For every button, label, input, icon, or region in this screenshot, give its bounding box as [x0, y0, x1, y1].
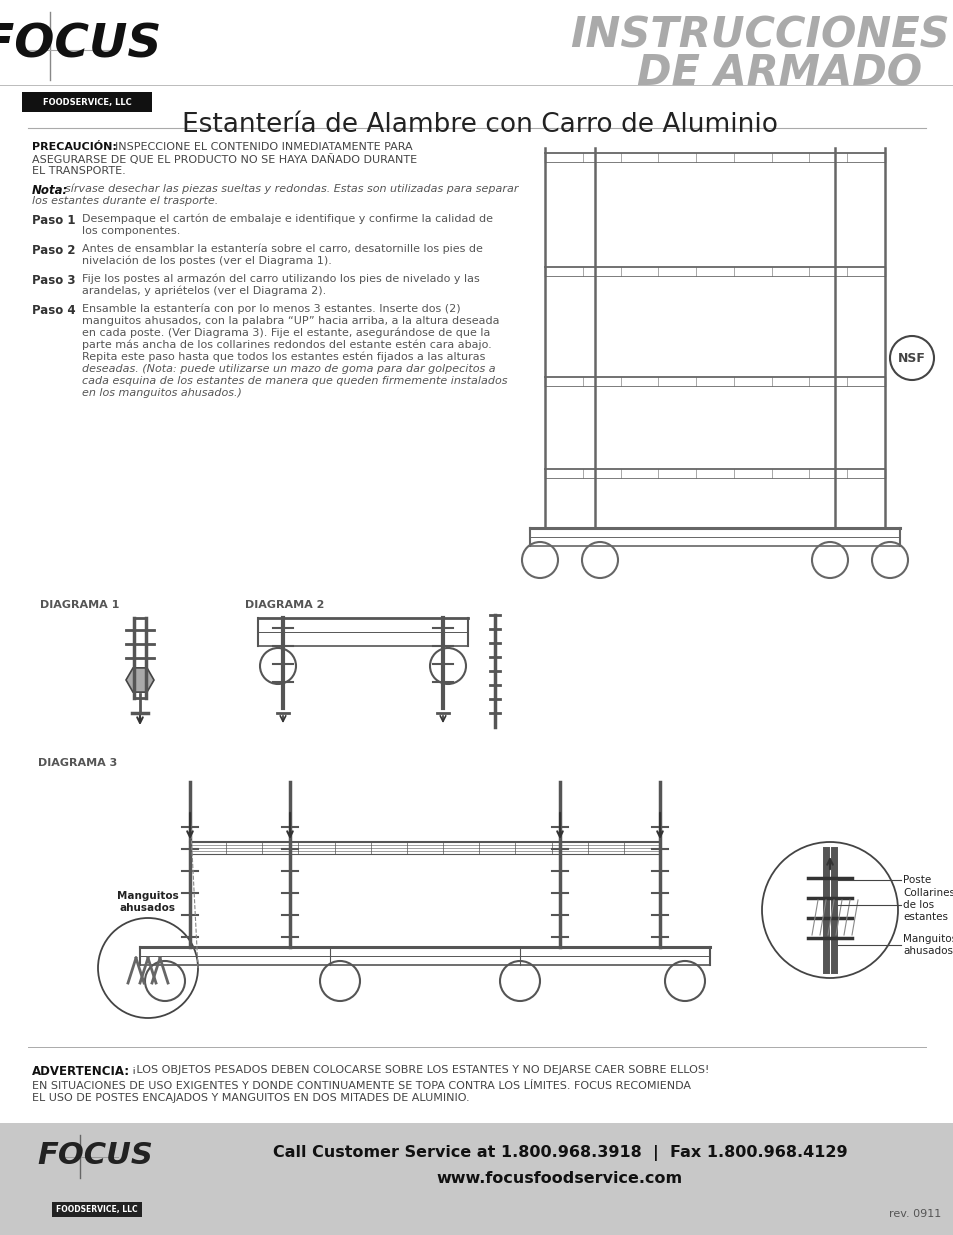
Text: cada esquina de los estantes de manera que queden firmemente instalados: cada esquina de los estantes de manera q…	[82, 375, 507, 387]
Text: Fije los postes al armazón del carro utilizando los pies de nivelado y las: Fije los postes al armazón del carro uti…	[82, 274, 479, 284]
Text: DIAGRAMA 1: DIAGRAMA 1	[40, 600, 119, 610]
Text: Call Customer Service at 1.800.968.3918  |  Fax 1.800.968.4129: Call Customer Service at 1.800.968.3918 …	[273, 1145, 846, 1161]
Text: arandelas, y apriételos (ver el Diagrama 2).: arandelas, y apriételos (ver el Diagrama…	[82, 287, 326, 296]
Text: ¡LOS OBJETOS PESADOS DEBEN COLOCARSE SOBRE LOS ESTANTES Y NO DEJARSE CAER SOBRE : ¡LOS OBJETOS PESADOS DEBEN COLOCARSE SOB…	[132, 1065, 709, 1074]
Text: Manguitos
ahusados: Manguitos ahusados	[117, 892, 178, 913]
Text: DIAGRAMA 2: DIAGRAMA 2	[245, 600, 324, 610]
Text: los componentes.: los componentes.	[82, 226, 180, 236]
Text: en cada poste. (Ver Diagrama 3). Fije el estante, asegurándose de que la: en cada poste. (Ver Diagrama 3). Fije el…	[82, 329, 490, 338]
Text: INSPECCIONE EL CONTENIDO INMEDIATAMENTE PARA: INSPECCIONE EL CONTENIDO INMEDIATAMENTE …	[115, 142, 413, 152]
Text: Paso 4: Paso 4	[32, 304, 75, 317]
Text: rev. 0911: rev. 0911	[888, 1209, 941, 1219]
Text: Desempaque el cartón de embalaje e identifique y confirme la calidad de: Desempaque el cartón de embalaje e ident…	[82, 214, 493, 225]
Text: FOODSERVICE, LLC: FOODSERVICE, LLC	[43, 98, 132, 106]
Text: manguitos ahusados, con la palabra “UP” hacia arriba, a la altura deseada: manguitos ahusados, con la palabra “UP” …	[82, 316, 499, 326]
Text: EL TRANSPORTE.: EL TRANSPORTE.	[32, 165, 126, 177]
Text: Paso 2: Paso 2	[32, 245, 75, 257]
Text: EL USO DE POSTES ENCAJADOS Y MANGUITOS EN DOS MITADES DE ALUMINIO.: EL USO DE POSTES ENCAJADOS Y MANGUITOS E…	[32, 1093, 469, 1103]
Text: Antes de ensamblar la estantería sobre el carro, desatornille los pies de: Antes de ensamblar la estantería sobre e…	[82, 245, 482, 254]
Text: Estantería de Alambre con Carro de Aluminio: Estantería de Alambre con Carro de Alumi…	[182, 112, 778, 138]
Text: Paso 3: Paso 3	[32, 274, 75, 287]
Text: Ensamble la estantería con por lo menos 3 estantes. Inserte dos (2): Ensamble la estantería con por lo menos …	[82, 304, 460, 315]
Text: FOCUS: FOCUS	[37, 1141, 152, 1170]
Text: los estantes durante el trasporte.: los estantes durante el trasporte.	[32, 196, 218, 206]
Text: PRECAUCIÓN:: PRECAUCIÓN:	[32, 142, 117, 152]
Text: DE ARMADO: DE ARMADO	[637, 52, 922, 94]
Text: www.focusfoodservice.com: www.focusfoodservice.com	[436, 1171, 682, 1186]
Text: ADVERTENCIA:: ADVERTENCIA:	[32, 1065, 130, 1078]
Bar	[52, 1202, 142, 1216]
Bar	[0, 1123, 953, 1235]
Text: FOCUS: FOCUS	[0, 22, 161, 67]
Text: Manguitos
ahusados: Manguitos ahusados	[902, 934, 953, 956]
Text: DIAGRAMA 3: DIAGRAMA 3	[38, 758, 117, 768]
Text: FOODSERVICE, LLC: FOODSERVICE, LLC	[56, 1205, 137, 1214]
Text: en los manguitos ahusados.): en los manguitos ahusados.)	[82, 388, 242, 398]
Text: Collarines
de los
estantes: Collarines de los estantes	[902, 888, 953, 921]
Text: INSTRUCCIONES: INSTRUCCIONES	[570, 15, 949, 57]
Text: NSF: NSF	[897, 352, 925, 364]
Bar	[22, 91, 152, 112]
Text: Poste: Poste	[902, 876, 930, 885]
Text: deseadas. (Nota: puede utilizarse un mazo de goma para dar golpecitos a: deseadas. (Nota: puede utilizarse un maz…	[82, 364, 496, 374]
Text: ASEGURARSE DE QUE EL PRODUCTO NO SE HAYA DAÑADO DURANTE: ASEGURARSE DE QUE EL PRODUCTO NO SE HAYA…	[32, 154, 416, 165]
Text: parte más ancha de los collarines redondos del estante estén cara abajo.: parte más ancha de los collarines redond…	[82, 340, 491, 351]
Text: Repita este paso hasta que todos los estantes estén fijados a las alturas: Repita este paso hasta que todos los est…	[82, 352, 485, 363]
Text: sírvase desechar las piezas sueltas y redondas. Estas son utilizadas para separa: sírvase desechar las piezas sueltas y re…	[65, 184, 518, 194]
Text: EN SITUACIONES DE USO EXIGENTES Y DONDE CONTINUAMENTE SE TOPA CONTRA LOS LÍMITES: EN SITUACIONES DE USO EXIGENTES Y DONDE …	[32, 1081, 690, 1091]
Text: Nota:: Nota:	[32, 184, 69, 198]
Text: nivelación de los postes (ver el Diagrama 1).: nivelación de los postes (ver el Diagram…	[82, 256, 332, 267]
Text: Paso 1: Paso 1	[32, 214, 75, 227]
